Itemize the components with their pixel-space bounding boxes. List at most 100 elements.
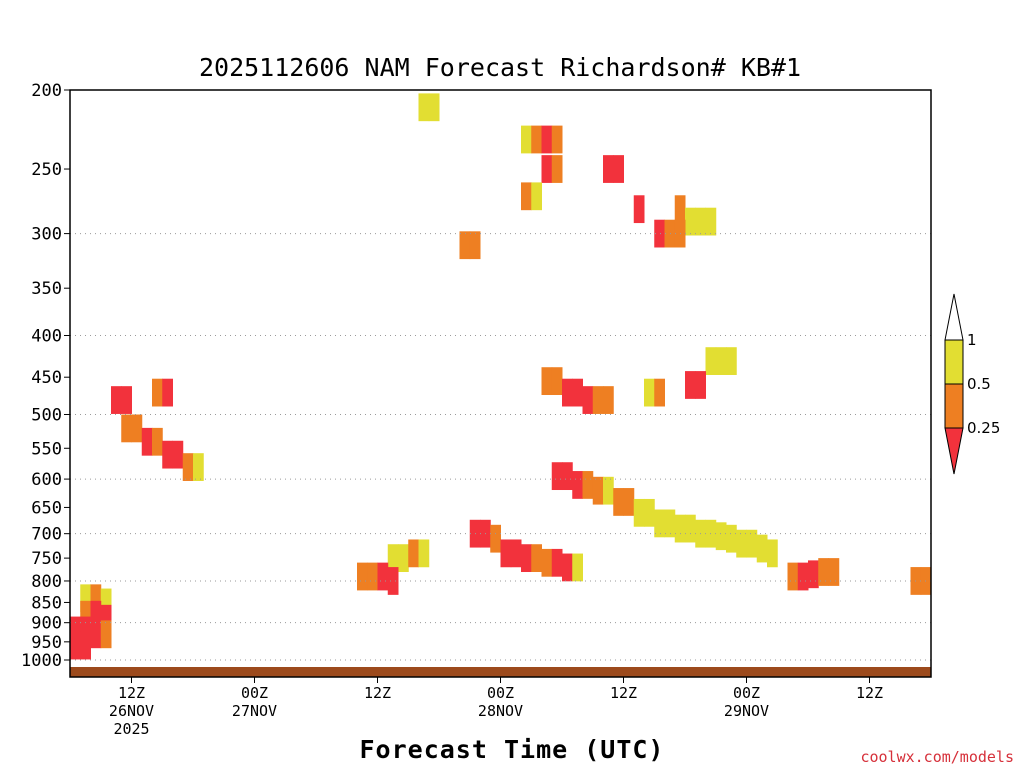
heatmap-cell — [121, 386, 132, 414]
heatmap-cell — [623, 488, 635, 516]
heatmap-cell — [654, 219, 665, 248]
x-tick-label: 12Z — [118, 684, 145, 702]
x-tick-label: 12Z — [610, 684, 637, 702]
heatmap-cell — [521, 544, 532, 573]
heatmap-cell — [551, 462, 563, 491]
x-tick-label: 00Z — [487, 684, 514, 702]
colorbar-segment-white — [944, 293, 964, 341]
heatmap-cell — [551, 548, 563, 577]
heatmap-cell — [80, 600, 91, 629]
heatmap-cell — [162, 440, 173, 469]
heatmap-cell — [551, 125, 563, 154]
y-tick-label: 600 — [31, 470, 62, 490]
heatmap-cell — [582, 386, 594, 414]
heatmap-cell — [387, 544, 399, 573]
heatmap-cell — [633, 498, 645, 527]
heatmap-cell — [459, 231, 471, 260]
heatmap-cell — [603, 155, 614, 183]
heatmap-cell — [685, 514, 696, 543]
heatmap-cell — [367, 562, 378, 591]
heatmap-cell — [80, 584, 91, 613]
heatmap-cell — [562, 378, 573, 407]
heatmap-cell — [695, 207, 706, 236]
heatmap-cell — [172, 440, 184, 469]
y-tick-label: 400 — [31, 326, 62, 346]
heatmap-cell — [531, 125, 542, 154]
y-tick-label: 300 — [31, 225, 62, 245]
heatmap-cell — [674, 195, 686, 224]
credit-text: coolwx.com/models — [860, 748, 1014, 766]
heatmap-cell — [357, 562, 368, 591]
colorbar-label-0.25: 0.25 — [967, 419, 1000, 437]
heatmap-cell — [100, 620, 112, 649]
heatmap-cell — [182, 453, 194, 481]
heatmap-cell — [633, 195, 645, 224]
x-tick-label: 27NOV — [232, 702, 277, 720]
heatmap-cell — [541, 367, 553, 396]
heatmap-cell — [398, 544, 409, 573]
heatmap-cell — [152, 427, 163, 456]
heatmap-cell — [818, 558, 829, 586]
heatmap-cell — [562, 462, 573, 491]
x-tick-label: 12Z — [364, 684, 391, 702]
heatmap-cell — [767, 539, 778, 568]
heatmap-cell — [808, 560, 819, 589]
colorbar-legend: 1 0.5 0.25 — [944, 293, 1000, 475]
heatmap-cell — [111, 386, 122, 414]
heatmap-cell — [100, 604, 112, 633]
y-tick-label: 500 — [31, 406, 62, 426]
heatmap-cell — [152, 378, 163, 407]
heatmap-cell — [644, 378, 655, 407]
heatmap-cell — [715, 347, 727, 375]
heatmap-cell — [90, 600, 102, 629]
heatmap-cell — [674, 514, 686, 543]
heatmap-cell — [541, 125, 553, 154]
heatmap-cell — [131, 414, 143, 443]
colorbar-segment-orange — [944, 383, 964, 429]
x-tick-label: 00Z — [733, 684, 760, 702]
y-tick-label: 1000 — [21, 651, 62, 671]
heatmap-cell — [644, 498, 655, 527]
y-tick-label: 350 — [31, 279, 62, 299]
colorbar-label-1: 1 — [967, 331, 977, 349]
heatmap-cell — [531, 544, 542, 573]
heatmap-cell — [613, 488, 624, 516]
heatmap-cell — [141, 427, 153, 456]
heatmap-cell — [90, 584, 102, 613]
heatmap-cell — [705, 347, 717, 375]
heatmap-cell — [664, 219, 676, 248]
x-tick-label: 26NOV — [109, 702, 154, 720]
y-axis: 200 250 300 350 400 450 500 550 600 650 700 750 8008… — [21, 81, 70, 671]
heatmap-cell — [469, 231, 481, 260]
heatmap-cell — [654, 509, 665, 538]
y-tick-label: 550 — [31, 439, 62, 459]
heatmap-cell — [521, 182, 532, 211]
heatmap-cell — [70, 631, 81, 660]
heatmap-cell — [705, 207, 717, 236]
x-tick-label: 00Z — [241, 684, 268, 702]
heatmap-cell — [603, 386, 614, 414]
heatmap-cell — [572, 378, 583, 407]
heatmap-cell — [490, 524, 501, 553]
heatmap-cell — [572, 553, 583, 582]
x-tick-label: 12Z — [856, 684, 883, 702]
heatmap-cell — [736, 529, 747, 558]
heatmap-cell — [531, 182, 542, 211]
x-tick-label: 28NOV — [478, 702, 523, 720]
heatmap-cell — [510, 539, 522, 568]
heatmap-cell — [746, 529, 758, 558]
heatmap-cell — [90, 620, 102, 649]
heatmap-cell — [377, 562, 389, 591]
heatmap-cell — [603, 476, 614, 505]
chart-title: 2025112606 NAM Forecast Richardson# KB#1 — [199, 53, 801, 82]
y-tick-label: 900 — [31, 614, 62, 634]
y-tick-label: 250 — [31, 160, 62, 180]
colorbar-label-0.5: 0.5 — [967, 375, 991, 393]
y-tick-label: 450 — [31, 368, 62, 388]
heatmap-cell — [418, 93, 430, 122]
heatmap-cell — [80, 616, 91, 645]
heatmap-cell — [654, 378, 665, 407]
heatmap-cell — [562, 553, 573, 582]
ground-strip — [70, 667, 931, 677]
heatmap-cell — [613, 155, 624, 183]
